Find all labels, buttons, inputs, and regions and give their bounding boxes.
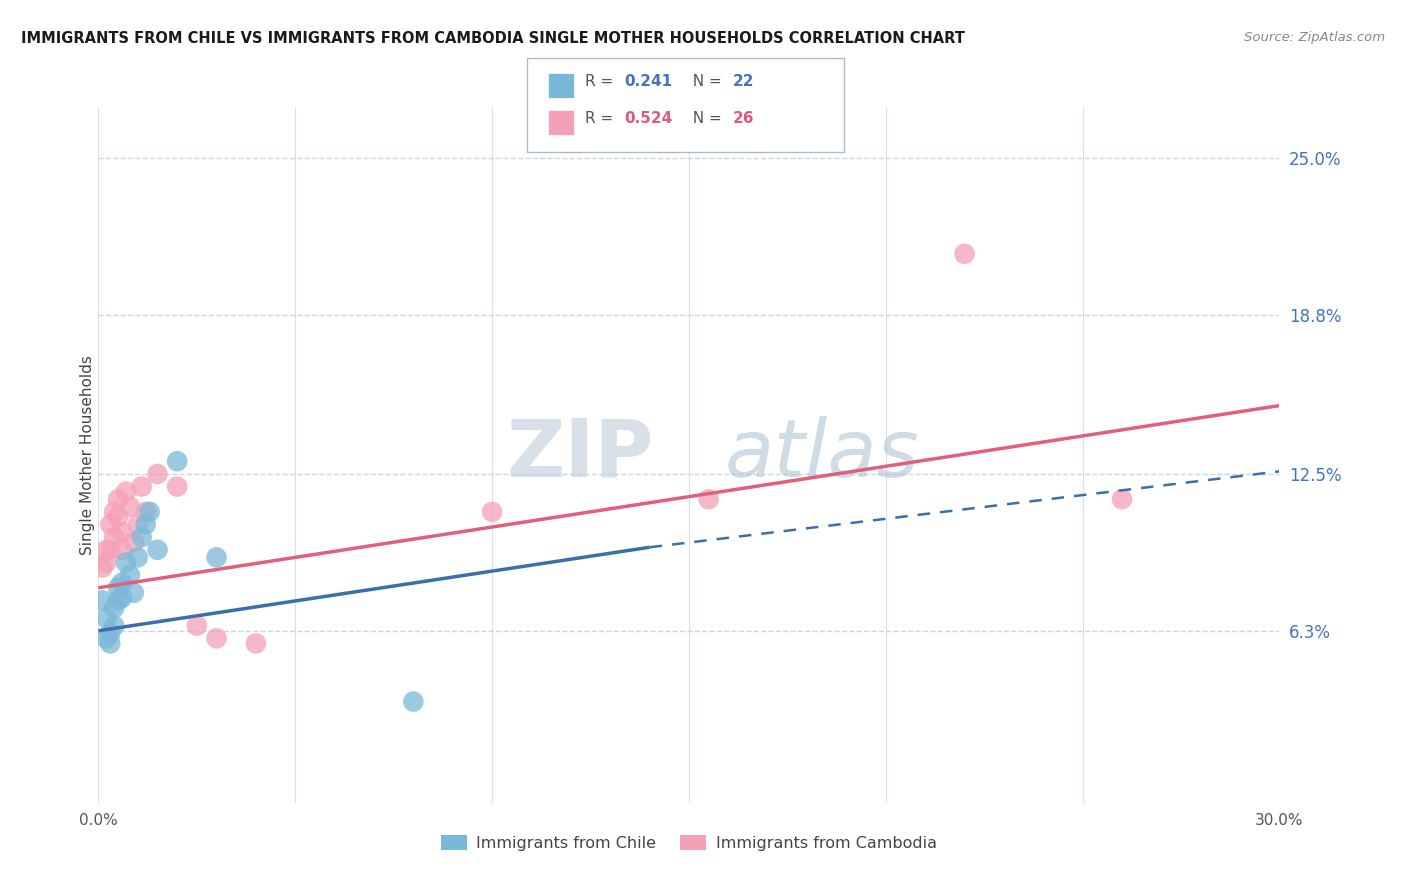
Point [111, 575, 134, 590]
Point [96, 632, 118, 646]
Point [107, 509, 129, 524]
Point [118, 500, 141, 514]
Text: N =: N = [683, 112, 727, 127]
Text: IMMIGRANTS FROM CHILE VS IMMIGRANTS FROM CAMBODIA SINGLE MOTHER HOUSEHOLDS CORRE: IMMIGRANTS FROM CHILE VS IMMIGRANTS FROM… [21, 31, 965, 46]
Text: atlas: atlas [724, 416, 920, 494]
Point [146, 542, 169, 557]
Point [98, 626, 121, 640]
Text: ZIP: ZIP [506, 416, 654, 494]
Point [481, 505, 503, 519]
Point [245, 636, 267, 650]
Point [697, 492, 720, 507]
Point [135, 505, 157, 519]
Point [107, 492, 129, 507]
Text: 0.524: 0.524 [624, 112, 672, 127]
Point [96, 611, 118, 625]
Point [1111, 492, 1133, 507]
Point [205, 550, 228, 565]
Point [122, 535, 145, 549]
Point [98, 636, 121, 650]
Point [103, 530, 125, 544]
Text: N =: N = [683, 74, 727, 89]
Legend: Immigrants from Chile, Immigrants from Cambodia: Immigrants from Chile, Immigrants from C… [434, 829, 943, 857]
Point [111, 591, 134, 605]
Point [96, 556, 118, 570]
Point [107, 581, 129, 595]
Point [103, 601, 125, 615]
Point [91, 560, 114, 574]
Point [98, 517, 121, 532]
Point [98, 542, 121, 557]
Text: R =: R = [585, 112, 619, 127]
Point [115, 556, 138, 570]
Text: R =: R = [585, 74, 619, 89]
Point [131, 530, 153, 544]
Point [103, 505, 125, 519]
Text: 22: 22 [733, 74, 754, 89]
Point [111, 525, 134, 540]
Text: Source: ZipAtlas.com: Source: ZipAtlas.com [1244, 31, 1385, 45]
Point [953, 247, 976, 261]
Point [127, 550, 149, 565]
Point [205, 632, 228, 646]
Point [103, 618, 125, 632]
Point [122, 586, 145, 600]
Point [107, 593, 129, 607]
Point [111, 542, 134, 557]
Point [166, 454, 188, 468]
Point [135, 517, 157, 532]
Point [127, 517, 149, 532]
Point [96, 542, 118, 557]
Y-axis label: Single Mother Households: Single Mother Households [80, 355, 94, 555]
Point [186, 618, 208, 632]
Point [115, 484, 138, 499]
Text: 0.241: 0.241 [624, 74, 672, 89]
Text: 26: 26 [733, 112, 754, 127]
Point [166, 479, 188, 493]
Point [131, 479, 153, 493]
Point [118, 568, 141, 582]
Point [91, 593, 114, 607]
Point [138, 505, 160, 519]
Point [402, 695, 425, 709]
Point [146, 467, 169, 481]
